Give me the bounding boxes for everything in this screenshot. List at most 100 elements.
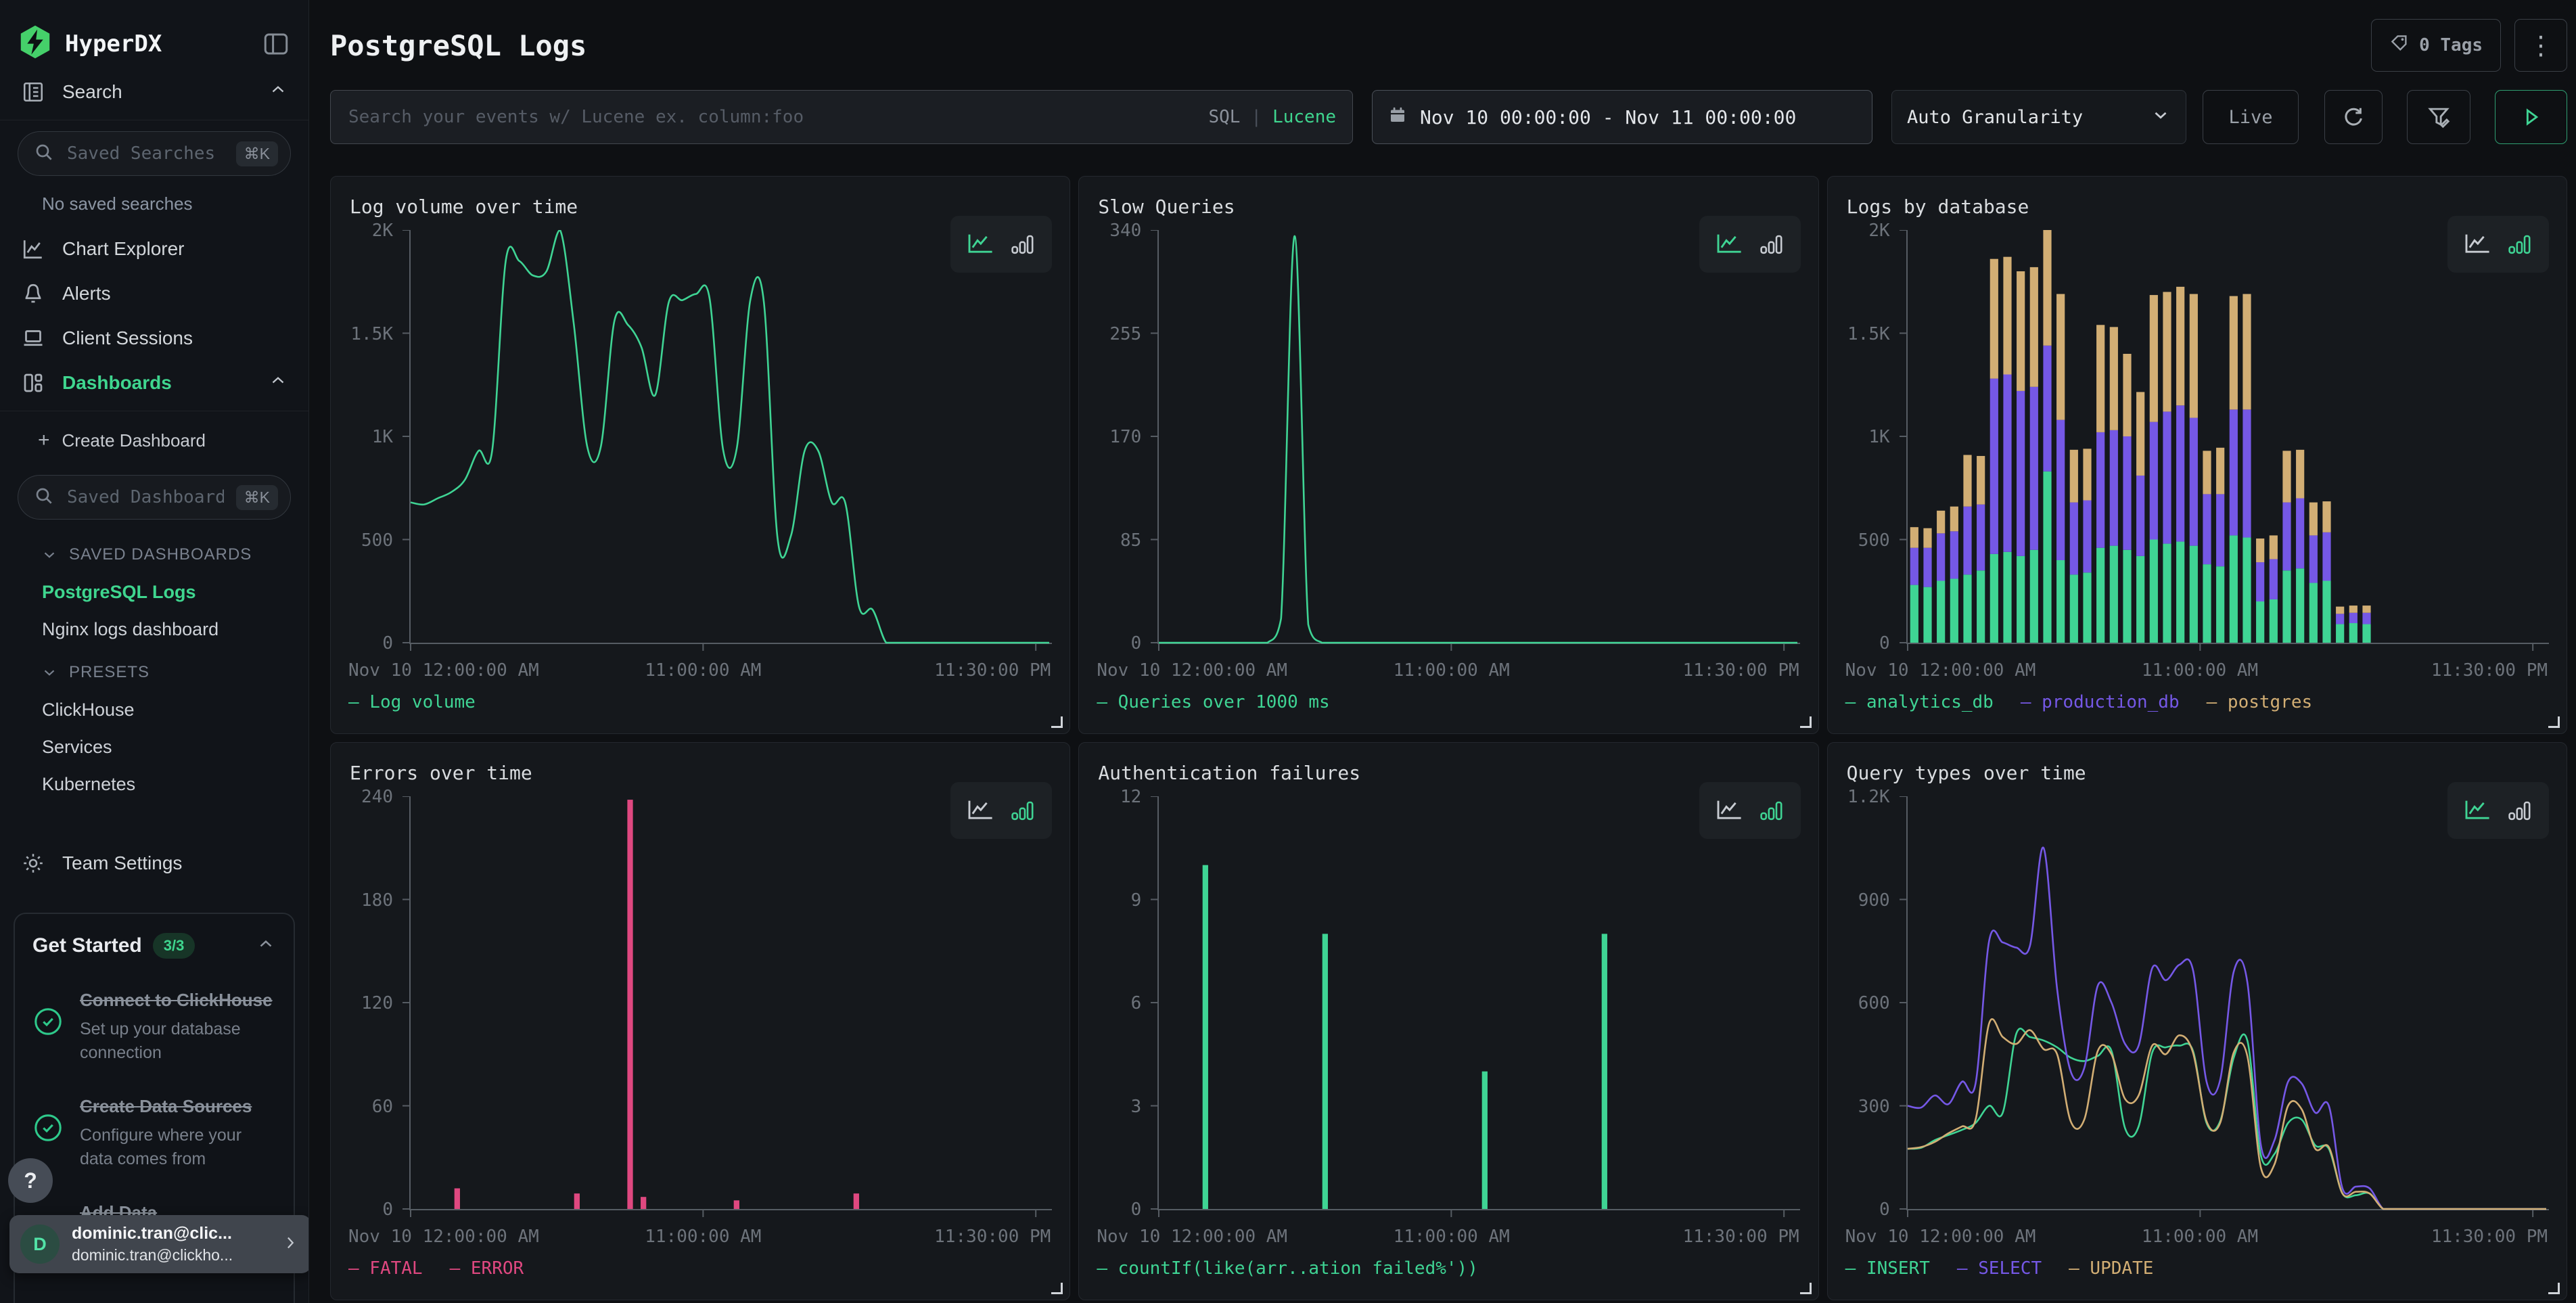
get-started-step[interactable]: Connect to ClickHouse Set up your databa… xyxy=(32,988,276,1065)
event-search-input[interactable] xyxy=(347,106,1208,128)
x-axis-tick-label: Nov 10 12:00:00 AM xyxy=(1845,1227,2036,1247)
saved-dashboards-input[interactable]: ⌘K xyxy=(18,475,291,520)
sidebar-item-client-sessions[interactable]: Client Sessions xyxy=(0,316,308,361)
line-chart-toggle-icon[interactable] xyxy=(967,233,994,255)
y-axis-tick-label: 12 xyxy=(1120,787,1141,807)
get-started-header[interactable]: Get Started 3/3 xyxy=(32,933,276,959)
date-range-value: Nov 10 00:00:00 - Nov 11 00:00:00 xyxy=(1420,106,1796,129)
panel-title: Logs by database xyxy=(1847,196,2549,218)
sidebar-item-label: Alerts xyxy=(62,283,288,304)
x-axis-tick-label: 11:00:00 AM xyxy=(1394,1227,1510,1247)
panel-menu-button[interactable]: ⋮ xyxy=(2514,19,2567,72)
chart-type-toggle xyxy=(950,782,1052,839)
line-chart-toggle-icon[interactable] xyxy=(967,800,994,821)
sidebar-item-kubernetes[interactable]: Kubernetes xyxy=(0,766,308,803)
y-axis-tick-label: 0 xyxy=(1131,1199,1142,1220)
chart-type-toggle xyxy=(1699,216,1801,273)
panel-resize-handle[interactable] xyxy=(1051,716,1063,728)
avatar: D xyxy=(20,1225,60,1264)
panel-resize-handle[interactable] xyxy=(1800,1283,1812,1294)
bar-chart-toggle-icon[interactable] xyxy=(2506,233,2533,255)
play-icon xyxy=(2520,106,2543,129)
no-saved-searches-note: No saved searches xyxy=(0,187,308,227)
sidebar-item-nginx-logs-dashboard[interactable]: Nginx logs dashboard xyxy=(0,611,308,648)
x-axis-labels: Nov 10 12:00:00 AM11:00:00 AM11:30:00 PM xyxy=(1845,1220,2549,1250)
y-axis-tick-label: 85 xyxy=(1120,530,1141,551)
line-chart-toggle-icon[interactable] xyxy=(1716,233,1743,255)
sidebar-item-search[interactable]: Search xyxy=(0,70,308,114)
refresh-button[interactable] xyxy=(2324,90,2383,144)
tags-button[interactable]: 0 Tags xyxy=(2371,19,2501,72)
bar-chart-toggle-icon[interactable] xyxy=(1009,800,1036,821)
chart-type-toggle xyxy=(2447,216,2549,273)
granularity-select[interactable]: Auto Granularity xyxy=(1891,90,2186,144)
chevron-down-icon xyxy=(41,546,58,564)
sidebar-item-alerts[interactable]: Alerts xyxy=(0,271,308,316)
line-chart-toggle-icon[interactable] xyxy=(2464,800,2491,821)
y-axis-labels: 2K1.5K1K5000 xyxy=(1845,230,1900,654)
page-header: PostgreSQL Logs 0 Tags ⋮ xyxy=(330,0,2567,91)
legend: — FATAL— ERROR xyxy=(348,1252,1052,1285)
brand[interactable]: HyperDX xyxy=(18,24,261,63)
panel-resize-handle[interactable] xyxy=(1800,716,1812,728)
x-axis-tick-label: 11:00:00 AM xyxy=(2142,1227,2258,1247)
bar-chart-toggle-icon[interactable] xyxy=(2506,800,2533,821)
panel-title: Errors over time xyxy=(350,762,1052,784)
saved-searches-input[interactable]: ⌘K xyxy=(18,131,291,176)
bar-chart-toggle-icon[interactable] xyxy=(1009,233,1036,255)
panel-slow-queries: Slow Queries340255170850Nov 10 12:00:00 … xyxy=(1078,176,1818,734)
y-axis-tick-label: 2K xyxy=(372,221,393,241)
sidebar-item-postgresql-logs[interactable]: PostgreSQL Logs xyxy=(0,574,308,611)
line-chart-toggle-icon[interactable] xyxy=(2464,233,2491,255)
chart-area: 129630 xyxy=(1097,796,1800,1220)
brand-name: HyperDX xyxy=(65,30,162,58)
collapse-sidebar-icon[interactable] xyxy=(261,29,291,59)
refresh-icon xyxy=(2341,105,2366,129)
x-axis-tick-label: Nov 10 12:00:00 AM xyxy=(348,1227,539,1247)
panel-logs-by-database: Logs by database2K1.5K1K5000Nov 10 12:00… xyxy=(1827,176,2567,734)
panel-resize-handle[interactable] xyxy=(2548,1283,2560,1294)
sidebar-item-services[interactable]: Services xyxy=(0,729,308,766)
gear-icon xyxy=(20,851,46,875)
filter-button[interactable] xyxy=(2407,90,2470,144)
legend: — Queries over 1000 ms xyxy=(1097,686,1800,718)
bar-chart-toggle-icon[interactable] xyxy=(1757,233,1785,255)
y-axis-labels: 240180120600 xyxy=(348,796,402,1220)
hyperdx-logo-icon xyxy=(18,24,53,63)
saved-dashboards-section-header[interactable]: SAVED DASHBOARDS xyxy=(0,530,308,574)
presets-section-header[interactable]: PRESETS xyxy=(0,648,308,691)
sql-toggle[interactable]: SQL xyxy=(1208,107,1240,127)
panel-title: Log volume over time xyxy=(350,196,1052,218)
y-axis-tick-label: 180 xyxy=(361,890,393,911)
run-query-button[interactable] xyxy=(2495,90,2567,144)
x-axis-tick-label: 11:00:00 AM xyxy=(645,1227,761,1247)
y-axis-tick-label: 60 xyxy=(372,1097,393,1117)
user-menu[interactable]: D dominic.tran@clic... dominic.tran@clic… xyxy=(9,1215,309,1273)
chevron-down-icon xyxy=(41,664,58,681)
saved-searches-field[interactable] xyxy=(66,143,225,164)
sidebar-item-label: Search xyxy=(62,81,252,103)
dashboard-grid: Log volume over time 2K1.5K1K5000 Nov 10 1… xyxy=(330,176,2567,1300)
chart-plot xyxy=(1900,796,2549,1220)
lucene-toggle[interactable]: Lucene xyxy=(1272,107,1336,127)
chart-area: 340255170850 xyxy=(1097,230,1800,654)
get-started-step[interactable]: Create Data Sources Configure where your… xyxy=(32,1095,276,1171)
create-dashboard-button[interactable]: + Create Dashboard xyxy=(0,417,308,464)
create-dashboard-label: Create Dashboard xyxy=(62,430,206,451)
sidebar-item-team-settings[interactable]: Team Settings xyxy=(0,841,308,886)
sidebar-item-chart-explorer[interactable]: Chart Explorer xyxy=(0,227,308,271)
help-button[interactable]: ? xyxy=(8,1158,53,1203)
sidebar-item-dashboards[interactable]: Dashboards xyxy=(0,361,308,405)
line-chart-toggle-icon[interactable] xyxy=(1716,800,1743,821)
y-axis-tick-label: 1K xyxy=(372,427,393,447)
live-button[interactable]: Live xyxy=(2203,90,2299,144)
y-axis-tick-label: 600 xyxy=(1858,993,1890,1013)
date-range-picker[interactable]: Nov 10 00:00:00 - Nov 11 00:00:00 xyxy=(1372,90,1872,144)
bar-chart-toggle-icon[interactable] xyxy=(1757,800,1785,821)
panel-resize-handle[interactable] xyxy=(2548,716,2560,728)
sidebar-item-clickhouse[interactable]: ClickHouse xyxy=(0,691,308,729)
panel-resize-handle[interactable] xyxy=(1051,1283,1063,1294)
chevron-up-icon xyxy=(256,934,276,958)
y-axis-tick-label: 120 xyxy=(361,993,393,1013)
saved-dashboards-field[interactable] xyxy=(66,486,225,508)
